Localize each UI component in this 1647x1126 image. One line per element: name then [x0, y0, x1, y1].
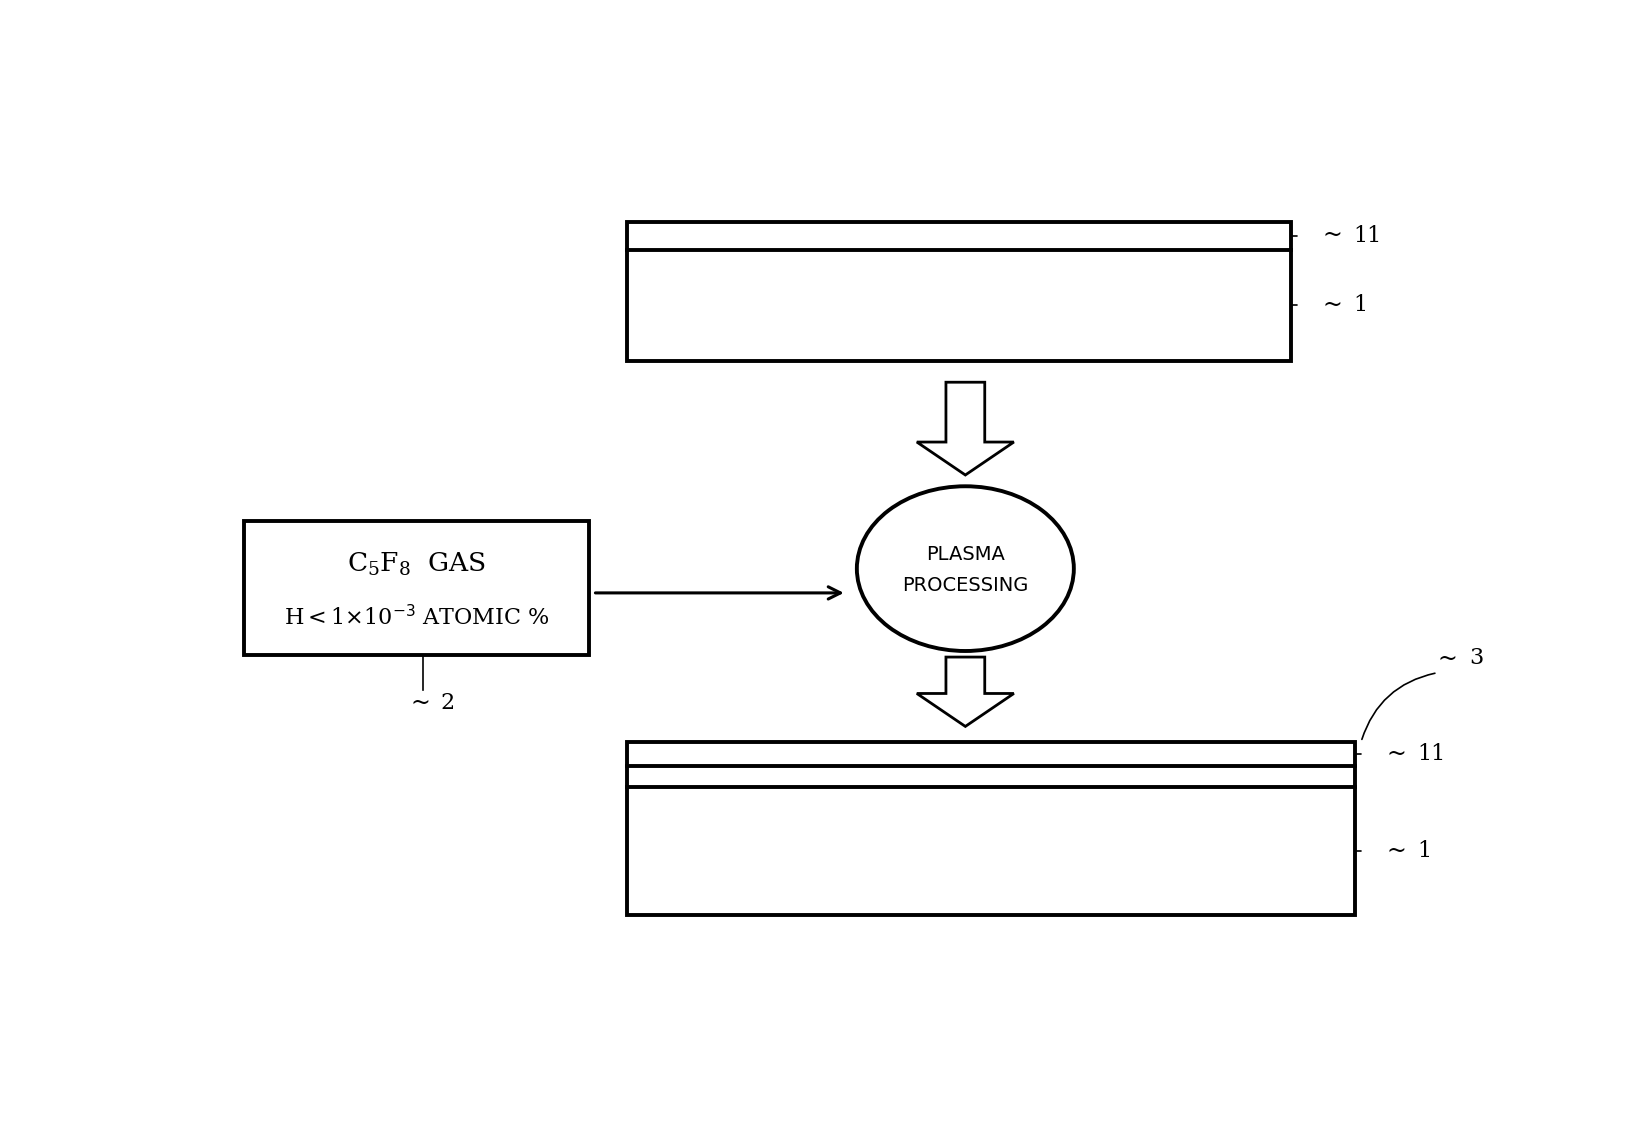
- FancyBboxPatch shape: [628, 742, 1354, 915]
- Text: 1: 1: [1354, 294, 1367, 316]
- Text: PLASMA: PLASMA: [926, 545, 1005, 564]
- Text: ~: ~: [1387, 743, 1407, 766]
- Text: 11: 11: [1416, 743, 1446, 766]
- Text: ~: ~: [1387, 840, 1407, 863]
- Text: ~: ~: [410, 691, 430, 715]
- Polygon shape: [917, 658, 1015, 726]
- FancyBboxPatch shape: [244, 521, 590, 655]
- Text: 11: 11: [1354, 225, 1382, 247]
- Polygon shape: [917, 382, 1015, 475]
- Text: H$<$1$\times$10$^{-3}$ ATOMIC %: H$<$1$\times$10$^{-3}$ ATOMIC %: [283, 605, 548, 631]
- Text: ~: ~: [1438, 649, 1458, 671]
- Text: 1: 1: [1416, 840, 1431, 863]
- Text: ~: ~: [1323, 294, 1342, 316]
- Text: $\mathregular{C_5F_8}$  GAS: $\mathregular{C_5F_8}$ GAS: [348, 551, 486, 578]
- Text: 2: 2: [440, 692, 455, 714]
- Text: 3: 3: [1469, 647, 1484, 669]
- FancyBboxPatch shape: [628, 222, 1291, 360]
- Text: ~: ~: [1323, 224, 1342, 248]
- Text: PROCESSING: PROCESSING: [903, 577, 1028, 596]
- Ellipse shape: [856, 486, 1074, 651]
